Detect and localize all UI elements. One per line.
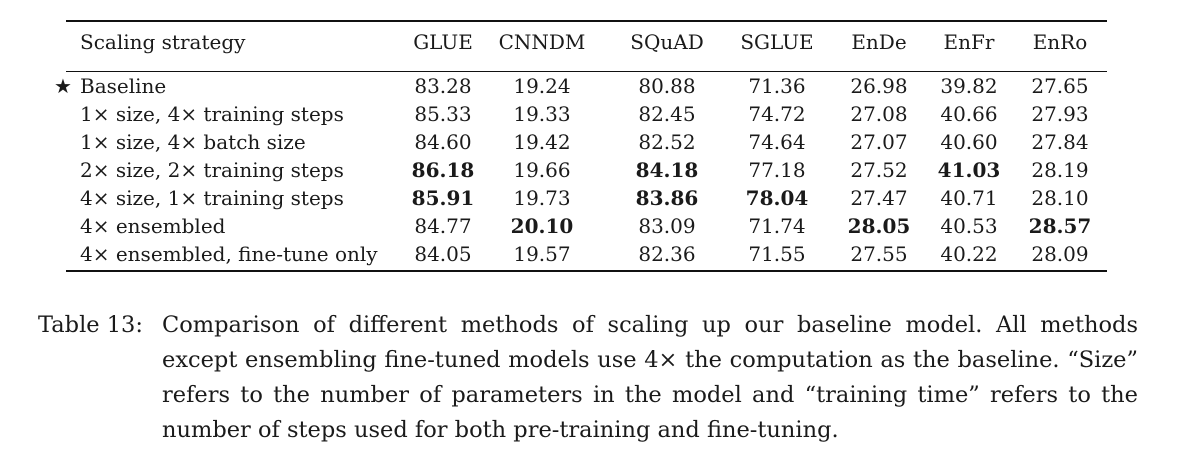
column-header-enfr: EnFr — [943, 30, 995, 54]
table-cell: 19.42 — [513, 130, 571, 154]
table-row: 2× size, 2× training steps 86.18 19.66 84.1… — [66, 156, 1107, 184]
row-label: Baseline — [80, 74, 167, 98]
table-cell: 82.45 — [638, 102, 696, 126]
column-header-glue: GLUE — [413, 30, 473, 54]
column-header-sglue: SGLUE — [740, 30, 814, 54]
row-label: 1× size, 4× training steps — [80, 102, 344, 126]
table-cell: 71.74 — [748, 214, 806, 238]
table-cell: 26.98 — [850, 74, 908, 98]
table-cell: 27.65 — [1031, 74, 1089, 98]
column-header-cnndm: CNNDM — [498, 30, 586, 54]
table-cell: 84.77 — [414, 214, 472, 238]
table-cell: 71.36 — [748, 74, 806, 98]
table-cell: 27.84 — [1031, 130, 1089, 154]
table-cell: 40.60 — [940, 130, 998, 154]
table-row: 1× size, 4× training steps 85.33 19.33 82.4… — [66, 100, 1107, 128]
table-cell: 27.08 — [850, 102, 908, 126]
table-cell: 27.52 — [850, 158, 908, 182]
table-cell: 41.03 — [937, 158, 1001, 182]
table-cell: 83.09 — [638, 214, 696, 238]
table-row: 4× size, 1× training steps 85.91 19.73 83.8… — [66, 184, 1107, 212]
star-icon: ★ — [54, 74, 72, 98]
table-caption: Table 13: Comparison of different method… — [38, 308, 1138, 448]
table-cell: 20.10 — [510, 214, 574, 238]
row-label: 1× size, 4× batch size — [80, 130, 306, 154]
table-row: 4× ensembled, fine-tune only 84.05 19.57 82… — [66, 240, 1107, 268]
table-cell: 83.28 — [414, 74, 472, 98]
table-row: 4× ensembled 84.77 20.10 83.09 71.74 28.05 40.… — [66, 212, 1107, 240]
row-label: 4× ensembled, fine-tune only — [80, 242, 378, 266]
column-header-ende: EnDe — [851, 30, 907, 54]
table-cell: 85.91 — [411, 186, 475, 210]
top-rule — [66, 20, 1107, 22]
table-cell: 28.19 — [1031, 158, 1089, 182]
row-label: 4× ensembled — [80, 214, 226, 238]
row-label: 4× size, 1× training steps — [80, 186, 344, 210]
table-cell: 28.10 — [1031, 186, 1089, 210]
table-cell: 40.53 — [940, 214, 998, 238]
column-header-squad: SQuAD — [630, 30, 704, 54]
table-cell: 19.73 — [513, 186, 571, 210]
table-row: 1× size, 4× batch size 84.60 19.42 82.52 74.… — [66, 128, 1107, 156]
table-cell: 80.88 — [638, 74, 696, 98]
table-cell: 74.64 — [748, 130, 806, 154]
table-cell: 86.18 — [411, 158, 475, 182]
table-cell: 28.57 — [1028, 214, 1092, 238]
table-cell: 27.07 — [850, 130, 908, 154]
table-cell: 71.55 — [748, 242, 806, 266]
table-cell: 39.82 — [940, 74, 998, 98]
table-cell: 82.36 — [638, 242, 696, 266]
table-row: ★ Baseline 83.28 19.24 80.88 71.36 26.98 39.82 2… — [54, 72, 1107, 100]
table-cell: 84.18 — [635, 158, 699, 182]
column-header-enro: EnRo — [1032, 30, 1088, 54]
table-cell: 84.05 — [414, 242, 472, 266]
table-cell: 40.22 — [940, 242, 998, 266]
table-cell: 78.04 — [745, 186, 809, 210]
table-cell: 83.86 — [635, 186, 699, 210]
table-cell: 40.66 — [940, 102, 998, 126]
row-label: 2× size, 2× training steps — [80, 158, 344, 182]
header-rule — [66, 71, 1107, 72]
table-cell: 77.18 — [748, 158, 806, 182]
table-cell: 27.55 — [850, 242, 908, 266]
table-cell: 84.60 — [414, 130, 472, 154]
table-cell: 85.33 — [414, 102, 472, 126]
table-cell: 19.24 — [513, 74, 571, 98]
table-cell: 74.72 — [748, 102, 806, 126]
table-cell: 28.09 — [1031, 242, 1089, 266]
table-cell: 82.52 — [638, 130, 696, 154]
table-cell: 27.47 — [850, 186, 908, 210]
table-cell: 19.33 — [513, 102, 571, 126]
table-cell: 19.57 — [513, 242, 571, 266]
column-header-strategy: Scaling strategy — [80, 30, 246, 54]
table-cell: 19.66 — [513, 158, 571, 182]
header-row: Scaling strategy GLUE CNNDM SQuAD SGLUE EnDe E… — [66, 28, 1107, 56]
table-cell: 27.93 — [1031, 102, 1089, 126]
table-cell: 28.05 — [847, 214, 911, 238]
bottom-rule — [66, 270, 1107, 272]
caption-text: Comparison of different methods of scali… — [162, 312, 1138, 443]
table-cell: 40.71 — [940, 186, 998, 210]
caption-label: Table 13: — [38, 312, 143, 338]
